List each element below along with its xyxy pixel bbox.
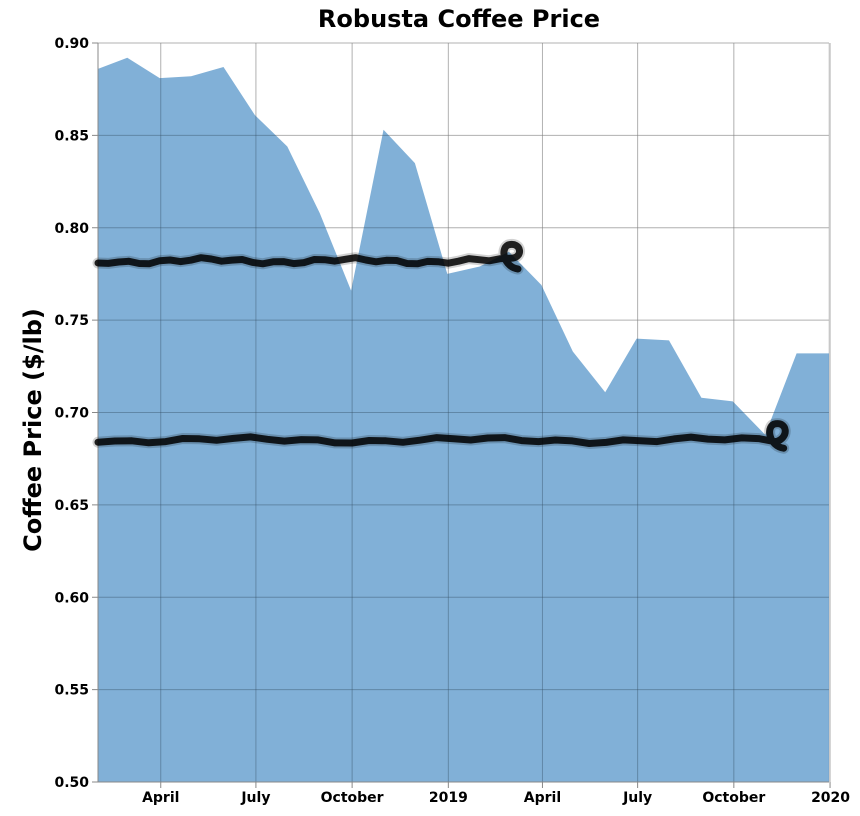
- y-tick-label: 0.60: [54, 590, 89, 606]
- x-axis-ticks: April July October 2019 April July October 2020: [142, 782, 850, 806]
- chart-title: Robusta Coffee Price: [318, 5, 600, 33]
- x-tick-label: July: [622, 790, 652, 806]
- y-tick-label: 0.55: [54, 683, 89, 699]
- x-tick-label: April: [524, 790, 561, 806]
- y-axis-label: Coffee Price ($/lb): [19, 308, 47, 552]
- y-tick-label: 0.85: [54, 128, 89, 144]
- x-tick-label: 2019: [429, 790, 468, 806]
- x-tick-label: 2020: [811, 790, 850, 806]
- y-tick-label: 0.90: [54, 36, 89, 52]
- x-tick-label: July: [240, 790, 270, 806]
- y-tick-label: 0.50: [54, 775, 89, 791]
- y-axis-ticks: 0.50 0.55 0.60 0.65 0.70 0.75 0.80 0.85 0.90: [54, 36, 98, 791]
- x-tick-label: October: [321, 790, 384, 806]
- price-area: [98, 57, 829, 783]
- y-tick-label: 0.65: [54, 498, 89, 514]
- x-tick-label: April: [142, 790, 179, 806]
- hand-drawn-annotations: [92, 238, 791, 454]
- annotation-line: [94, 240, 523, 273]
- y-tick-label: 0.80: [54, 221, 89, 237]
- y-tick-label: 0.75: [54, 313, 89, 329]
- y-tick-label: 0.70: [54, 406, 89, 422]
- x-tick-label: October: [702, 790, 765, 806]
- annotation-line: [94, 420, 789, 452]
- gridlines-overlay: [98, 42, 831, 783]
